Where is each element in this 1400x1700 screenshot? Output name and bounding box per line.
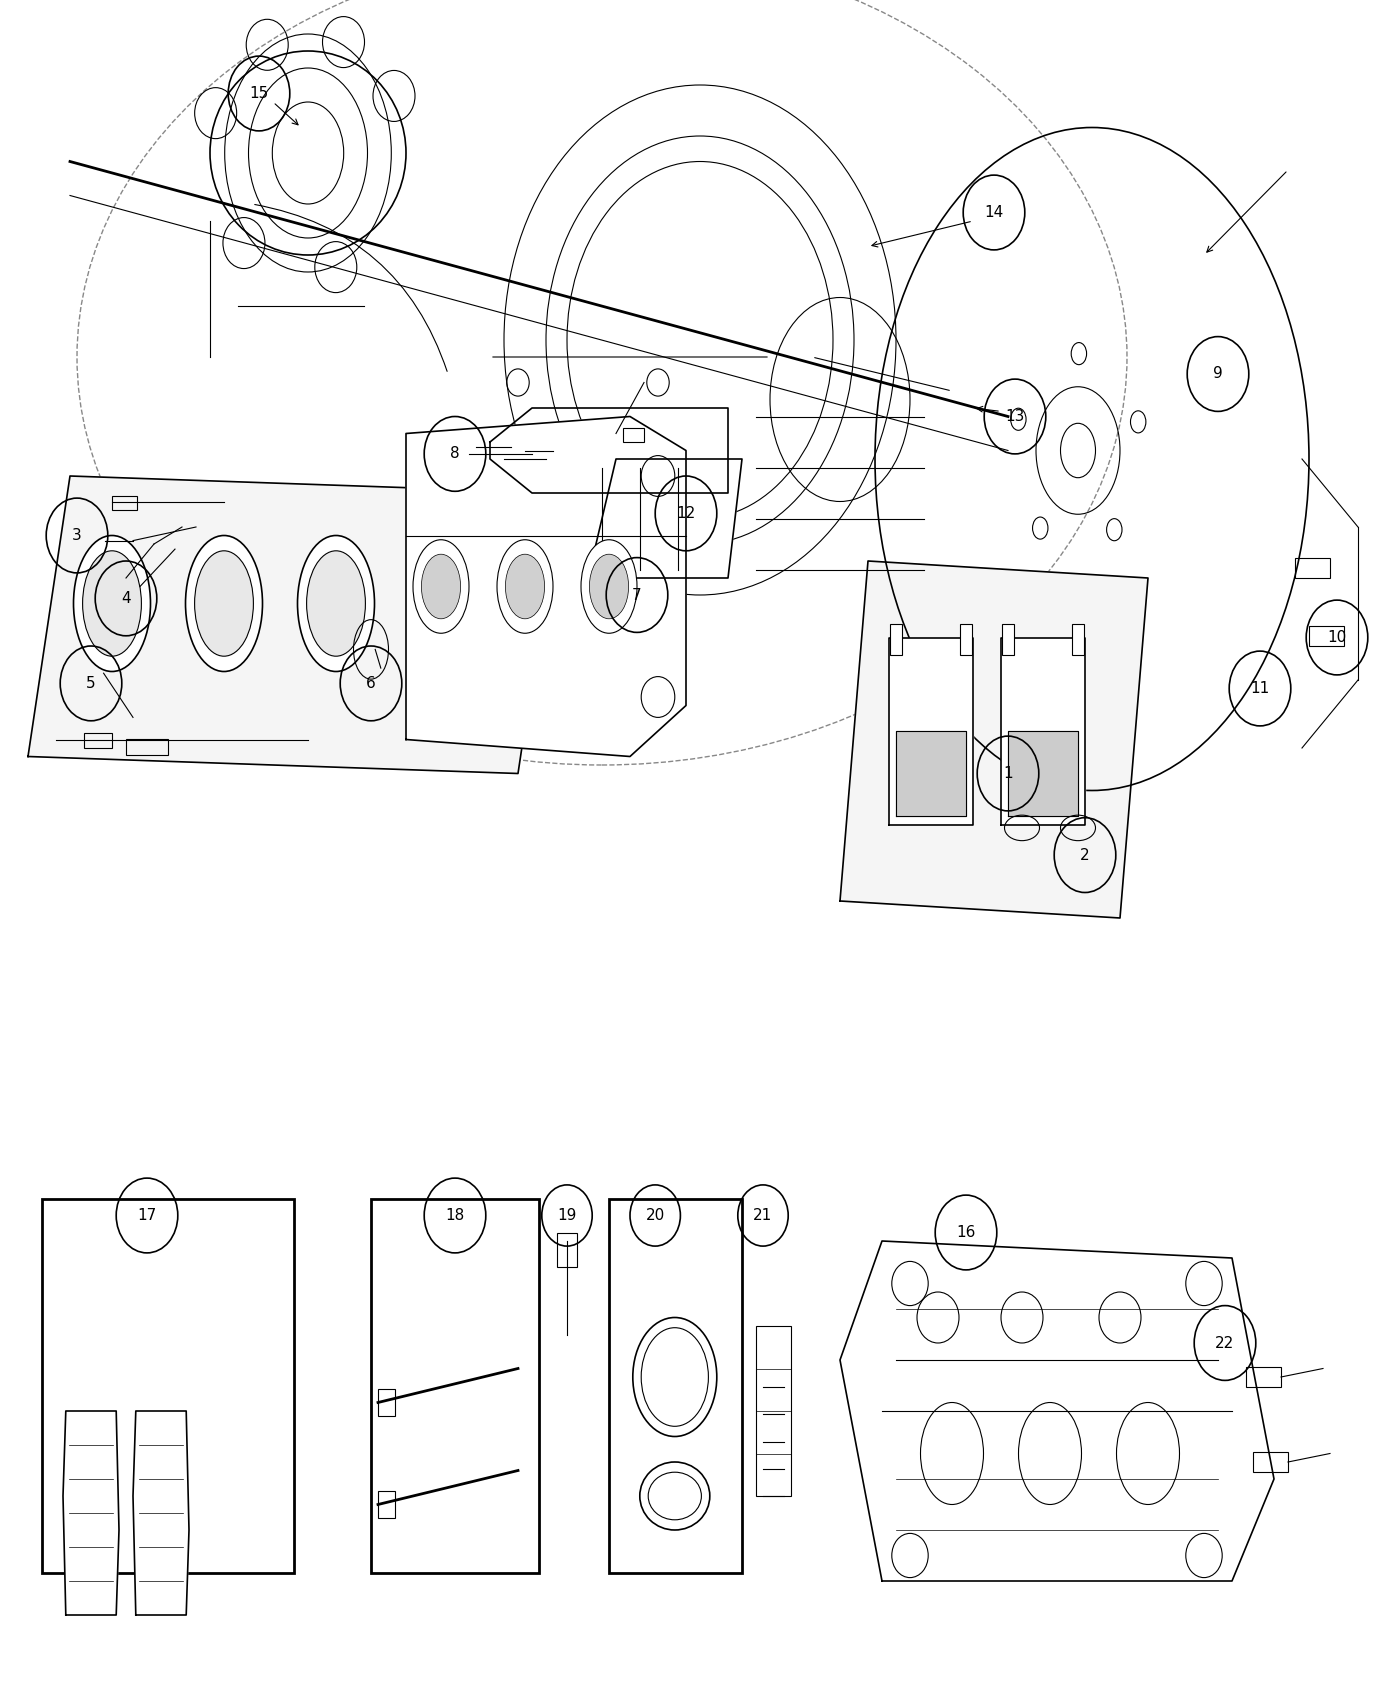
Text: 3: 3 bbox=[73, 529, 81, 542]
Bar bbox=[1072, 624, 1084, 654]
Bar bbox=[378, 1389, 395, 1416]
Bar bbox=[1309, 626, 1344, 646]
Polygon shape bbox=[1008, 731, 1078, 816]
Text: 16: 16 bbox=[956, 1226, 976, 1239]
Bar bbox=[1253, 1452, 1288, 1472]
Text: 12: 12 bbox=[676, 507, 696, 520]
Ellipse shape bbox=[1117, 1402, 1179, 1504]
Ellipse shape bbox=[1019, 1402, 1081, 1504]
Bar bbox=[890, 624, 902, 654]
Polygon shape bbox=[133, 1411, 189, 1615]
Polygon shape bbox=[889, 638, 973, 824]
Text: 6: 6 bbox=[367, 677, 375, 690]
Ellipse shape bbox=[83, 551, 141, 656]
Bar bbox=[371, 1198, 539, 1573]
Polygon shape bbox=[28, 476, 560, 774]
Text: 2: 2 bbox=[1081, 848, 1089, 862]
Text: 18: 18 bbox=[445, 1209, 465, 1222]
Text: 9: 9 bbox=[1214, 367, 1222, 381]
Text: 10: 10 bbox=[1327, 631, 1347, 644]
Polygon shape bbox=[840, 1241, 1274, 1581]
Bar bbox=[1295, 558, 1330, 578]
Text: 22: 22 bbox=[1215, 1336, 1235, 1350]
Polygon shape bbox=[588, 459, 742, 578]
Ellipse shape bbox=[1130, 411, 1145, 434]
Text: 5: 5 bbox=[87, 677, 95, 690]
Bar bbox=[84, 733, 112, 748]
Text: 21: 21 bbox=[753, 1209, 773, 1222]
Bar bbox=[960, 624, 972, 654]
Ellipse shape bbox=[921, 1402, 984, 1504]
Bar bbox=[112, 496, 137, 510]
Ellipse shape bbox=[581, 541, 637, 634]
Text: 19: 19 bbox=[557, 1209, 577, 1222]
Ellipse shape bbox=[185, 536, 263, 672]
Ellipse shape bbox=[505, 554, 545, 619]
Text: 13: 13 bbox=[1005, 410, 1025, 423]
Bar bbox=[378, 1491, 395, 1518]
Ellipse shape bbox=[1011, 408, 1026, 430]
Ellipse shape bbox=[195, 551, 253, 656]
Text: 15: 15 bbox=[249, 87, 269, 100]
Ellipse shape bbox=[1071, 343, 1086, 366]
Ellipse shape bbox=[297, 536, 375, 672]
Polygon shape bbox=[63, 1411, 119, 1615]
Ellipse shape bbox=[589, 554, 629, 619]
Polygon shape bbox=[896, 731, 966, 816]
Text: 4: 4 bbox=[122, 592, 130, 605]
Polygon shape bbox=[840, 561, 1148, 918]
Text: 8: 8 bbox=[451, 447, 459, 461]
Polygon shape bbox=[1001, 638, 1085, 824]
Polygon shape bbox=[406, 416, 686, 756]
FancyBboxPatch shape bbox=[510, 450, 538, 464]
Ellipse shape bbox=[413, 541, 469, 634]
Bar bbox=[557, 1232, 577, 1266]
Bar bbox=[42, 1198, 294, 1573]
Bar bbox=[609, 1198, 742, 1573]
Text: 1: 1 bbox=[1004, 767, 1012, 780]
Ellipse shape bbox=[497, 541, 553, 634]
Bar bbox=[126, 740, 168, 755]
Bar bbox=[1002, 624, 1014, 654]
Bar bbox=[1246, 1367, 1281, 1387]
Text: 14: 14 bbox=[984, 206, 1004, 219]
Text: 17: 17 bbox=[137, 1209, 157, 1222]
Bar bbox=[623, 428, 644, 442]
Ellipse shape bbox=[421, 554, 461, 619]
Bar bbox=[756, 1326, 791, 1496]
Ellipse shape bbox=[307, 551, 365, 656]
Ellipse shape bbox=[73, 536, 151, 672]
Text: 20: 20 bbox=[645, 1209, 665, 1222]
Ellipse shape bbox=[1061, 423, 1095, 478]
Text: 11: 11 bbox=[1250, 682, 1270, 695]
Text: 7: 7 bbox=[633, 588, 641, 602]
Ellipse shape bbox=[1033, 517, 1049, 539]
Ellipse shape bbox=[1106, 518, 1121, 541]
